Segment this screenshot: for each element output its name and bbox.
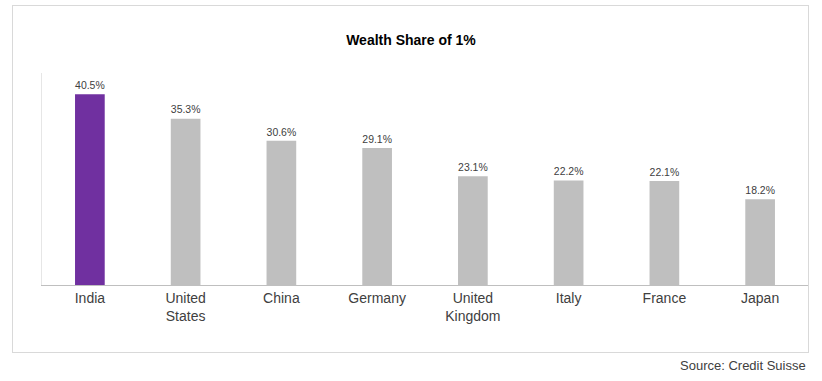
svg-text:29.1%: 29.1% — [362, 134, 392, 145]
svg-text:30.6%: 30.6% — [267, 127, 297, 138]
svg-text:22.1%: 22.1% — [650, 167, 680, 178]
svg-text:18.2%: 18.2% — [745, 185, 775, 196]
svg-text:Italy: Italy — [556, 290, 582, 306]
svg-text:India: India — [75, 290, 106, 306]
svg-text:Wealth Share of 1%: Wealth Share of 1% — [346, 32, 476, 48]
svg-text:22.2%: 22.2% — [554, 166, 584, 177]
svg-text:40.5%: 40.5% — [75, 80, 105, 91]
svg-text:23.1%: 23.1% — [458, 162, 488, 173]
svg-text:China: China — [263, 290, 300, 306]
svg-text:UnitedKingdom: UnitedKingdom — [445, 290, 500, 324]
svg-text:Germany: Germany — [348, 290, 406, 306]
svg-text:Source: Credit Suisse: Source: Credit Suisse — [680, 358, 806, 373]
svg-text:Japan: Japan — [741, 290, 779, 306]
svg-text:UnitedStates: UnitedStates — [165, 290, 205, 324]
svg-text:France: France — [643, 290, 687, 306]
svg-text:35.3%: 35.3% — [171, 104, 201, 115]
